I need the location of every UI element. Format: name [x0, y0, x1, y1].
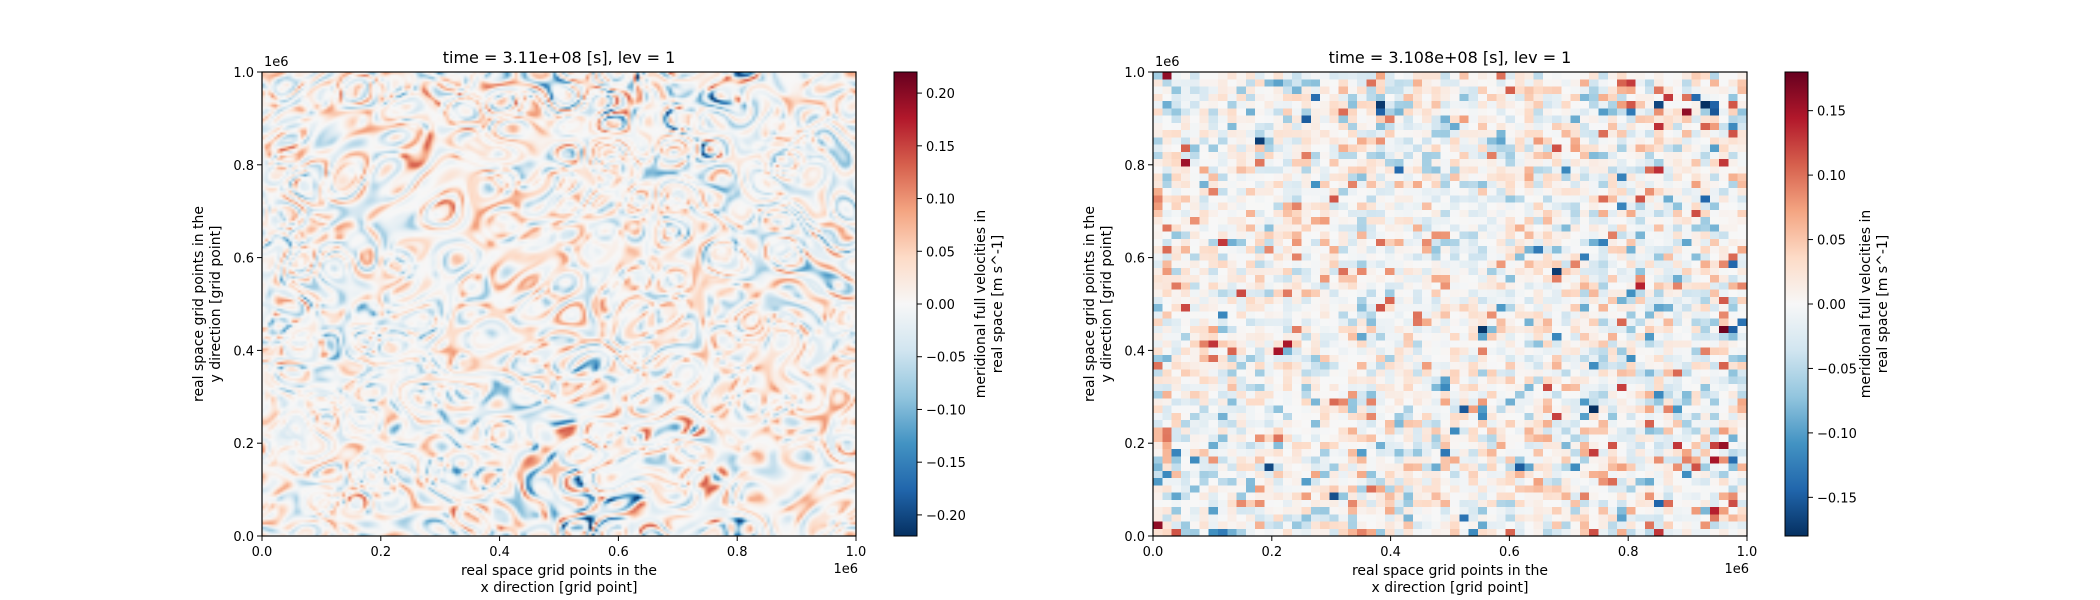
y-tick-label: 1.0: [1124, 66, 1145, 81]
axes-frame: [261, 71, 857, 537]
y-tick-label: 0.6: [233, 252, 254, 267]
y-tick-label: 0.0: [1124, 530, 1145, 545]
colorbar-tick-label: 0.00: [1817, 298, 1846, 313]
x-offset-text: 1e6: [1724, 562, 1749, 577]
colorbar-tick-label: 0.05: [1817, 234, 1846, 249]
x-tick-label: 0.8: [1618, 545, 1639, 560]
colorbar-tick-label: 0.20: [926, 87, 955, 102]
x-offset-text: 1e6: [833, 562, 858, 577]
colorbar-label-line2: real space [m s^-1]: [990, 235, 1006, 374]
colorbar-tick-label: −0.15: [1817, 491, 1857, 506]
colorbar-tick-label: −0.20: [926, 509, 966, 524]
colorbar-tick-label: −0.10: [926, 403, 966, 418]
y-axis-ticks: 0.0 0.2 0.4 0.6 0.8 1.0: [1124, 66, 1153, 545]
colorbar-tick-label: 0.00: [926, 298, 955, 313]
x-tick-label: 0.4: [489, 545, 510, 560]
x-tick-label: 1.0: [1737, 545, 1758, 560]
heatmap-plot-area: [1153, 72, 1747, 536]
y-tick-label: 0.4: [1124, 344, 1145, 359]
left-panel: time = 3.11e+08 [s], lev = 1 0.0 0.2 0.4 0.…: [191, 48, 1006, 596]
colorbar-tick-label: 0.05: [926, 245, 955, 260]
colorbar-tick-label: 0.15: [926, 140, 955, 155]
axes-frame: [1152, 71, 1748, 537]
x-axis-label-line2: x direction [grid point]: [1371, 580, 1528, 596]
y-tick-label: 0.0: [233, 530, 254, 545]
colorbar-label-line1: meridional full velocities in: [973, 210, 989, 399]
panel-title: time = 3.11e+08 [s], lev = 1: [443, 48, 676, 67]
x-tick-label: 0.6: [608, 545, 629, 560]
y-axis-label-line1: real space grid points in the: [191, 206, 207, 402]
y-axis-label-line1: real space grid points in the: [1082, 206, 1098, 402]
colorbar-tick-label: −0.10: [1817, 427, 1857, 442]
x-tick-label: 0.0: [252, 545, 273, 560]
heatmap-image: [1153, 72, 1747, 536]
colorbar: [893, 71, 918, 537]
colorbar-label-line2: real space [m s^-1]: [1875, 235, 1891, 374]
y-axis-label-line2: y direction [grid point]: [1099, 225, 1115, 382]
x-tick-label: 1.0: [846, 545, 867, 560]
heatmap-plot-area: [262, 72, 856, 536]
y-tick-label: 0.2: [233, 437, 254, 452]
y-tick-label: 0.2: [1124, 437, 1145, 452]
x-tick-label: 0.2: [1261, 545, 1282, 560]
right-panel: time = 3.108e+08 [s], lev = 1 0.0 0.2 0.4 0…: [1082, 48, 1891, 596]
colorbar-tick-label: −0.15: [926, 456, 966, 471]
colorbar: [1784, 71, 1809, 537]
x-axis-label-line2: x direction [grid point]: [480, 580, 637, 596]
y-axis-label-line2: y direction [grid point]: [208, 225, 224, 382]
heatmap-image: [262, 72, 856, 536]
x-axis-label-line1: real space grid points in the: [1352, 563, 1548, 579]
colorbar-label-line1: meridional full velocities in: [1858, 210, 1874, 399]
y-tick-label: 1.0: [233, 66, 254, 81]
colorbar-tick-label: −0.05: [926, 351, 966, 366]
colorbar-ticks: −0.15 −0.10 −0.05 0.00 0.05 0.10 0.15: [1808, 105, 1857, 506]
x-axis-ticks: 0.0 0.2 0.4 0.6 0.8 1.0: [1143, 536, 1758, 560]
y-offset-text: 1e6: [264, 55, 289, 70]
colorbar-tick-label: 0.10: [1817, 169, 1846, 184]
y-axis-ticks: 0.0 0.2 0.4 0.6 0.8 1.0: [233, 66, 262, 545]
x-tick-label: 0.6: [1499, 545, 1520, 560]
colorbar-ticks: −0.20 −0.15 −0.10 −0.05 0.00 0.05 0.10 0.15 0.20: [917, 87, 966, 524]
y-tick-label: 0.6: [1124, 252, 1145, 267]
x-tick-label: 0.8: [727, 545, 748, 560]
x-tick-label: 0.2: [370, 545, 391, 560]
x-axis-label-line1: real space grid points in the: [461, 563, 657, 579]
panel-title: time = 3.108e+08 [s], lev = 1: [1329, 48, 1572, 67]
y-tick-label: 0.8: [233, 159, 254, 174]
y-tick-label: 0.8: [1124, 159, 1145, 174]
x-tick-label: 0.4: [1380, 545, 1401, 560]
colorbar-tick-label: 0.10: [926, 193, 955, 208]
x-tick-label: 0.0: [1143, 545, 1164, 560]
colorbar-tick-label: −0.05: [1817, 362, 1857, 377]
y-offset-text: 1e6: [1155, 55, 1180, 70]
colorbar-tick-label: 0.15: [1817, 105, 1846, 120]
x-axis-ticks: 0.0 0.2 0.4 0.6 0.8 1.0: [252, 536, 867, 560]
y-tick-label: 0.4: [233, 344, 254, 359]
